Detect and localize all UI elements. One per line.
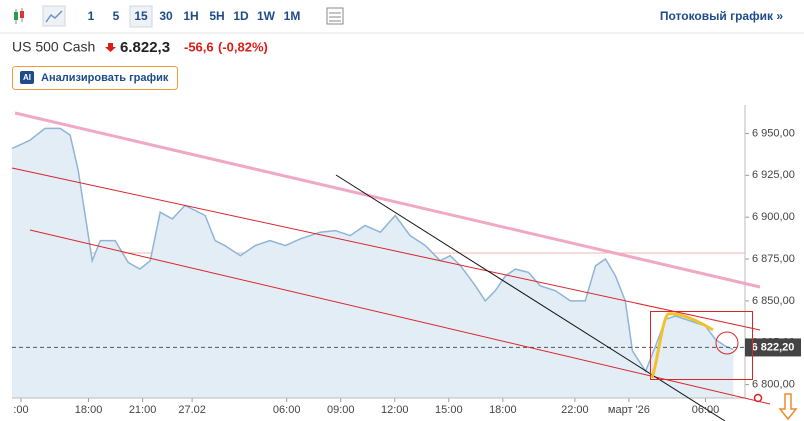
y-tick-label: 6 900,00	[752, 211, 795, 223]
change: -56,6	[184, 39, 214, 54]
interval-button[interactable]: 1W	[257, 9, 276, 23]
area-icon[interactable]	[42, 5, 66, 27]
interval-button[interactable]: 1H	[183, 9, 198, 23]
x-tick-label: 12:00	[381, 404, 409, 416]
x-tick-label: 09:00	[327, 404, 355, 416]
active-interval-box	[129, 5, 153, 28]
lower-channel-line	[29, 229, 771, 405]
interval-button[interactable]: 5H	[209, 9, 224, 23]
y-tick-label: 6 925,00	[752, 169, 795, 181]
pink-trend-line	[14, 111, 761, 289]
instrument-name: US 500 Cash	[12, 39, 95, 55]
x-tick-label: 06:00	[273, 404, 301, 416]
ai-icon: AI	[23, 73, 31, 82]
price-line	[11, 127, 734, 373]
price-area	[12, 128, 734, 398]
down-arrow	[105, 43, 116, 52]
x-tick-label: 27.02	[178, 404, 206, 416]
x-tick-label: март '26	[608, 404, 650, 416]
x-tick-label: 21:00	[129, 404, 157, 416]
x-tick-label: 15:00	[435, 404, 463, 416]
dot-marker	[753, 393, 763, 403]
yellow-curve	[650, 312, 714, 379]
plot-area: Investing.com6 800,006 825,006 850,006 8…	[11, 105, 801, 416]
grid-icon[interactable]	[326, 7, 344, 25]
red-circle	[715, 331, 739, 355]
x-tick-label: 06:00	[692, 404, 720, 416]
interval-button[interactable]: 1M	[284, 9, 301, 23]
analyze-label: Анализировать график	[41, 72, 169, 84]
x-tick-label: 18:00	[489, 404, 517, 416]
interval-button[interactable]: 30	[159, 9, 173, 23]
orange-arrow	[778, 393, 798, 421]
x-tick-label: :00	[13, 404, 28, 416]
candle-icon[interactable]	[14, 8, 24, 24]
interval-button[interactable]: 5	[113, 9, 120, 23]
last-price-label: 6 822,20	[752, 341, 795, 353]
interval-button[interactable]: 1	[88, 9, 95, 23]
x-tick-label: 18:00	[75, 404, 103, 416]
y-tick-label: 6 950,00	[752, 127, 795, 139]
drawings	[11, 111, 798, 421]
last-price-box	[745, 338, 801, 357]
y-tick-label: 6 875,00	[752, 253, 795, 265]
y-tick-label: 6 800,00	[752, 379, 795, 391]
price: 6.822,3	[120, 39, 170, 56]
interval-button[interactable]: 15	[134, 9, 148, 23]
y-tick-label: 6 850,00	[752, 295, 795, 307]
x-tick-label: 22:00	[561, 404, 589, 416]
analyze-button[interactable]: AI Анализировать график	[12, 66, 178, 90]
change-pct: (-0,82%)	[218, 39, 268, 54]
interval-button[interactable]: 1D	[233, 9, 249, 23]
highlight-box	[650, 311, 753, 380]
stream-link[interactable]: Потоковый график »	[660, 9, 783, 23]
interval-bar: 1 5 15 30 1H 5H 1D 1W 1M	[88, 5, 301, 28]
upper-channel-line	[11, 167, 761, 331]
